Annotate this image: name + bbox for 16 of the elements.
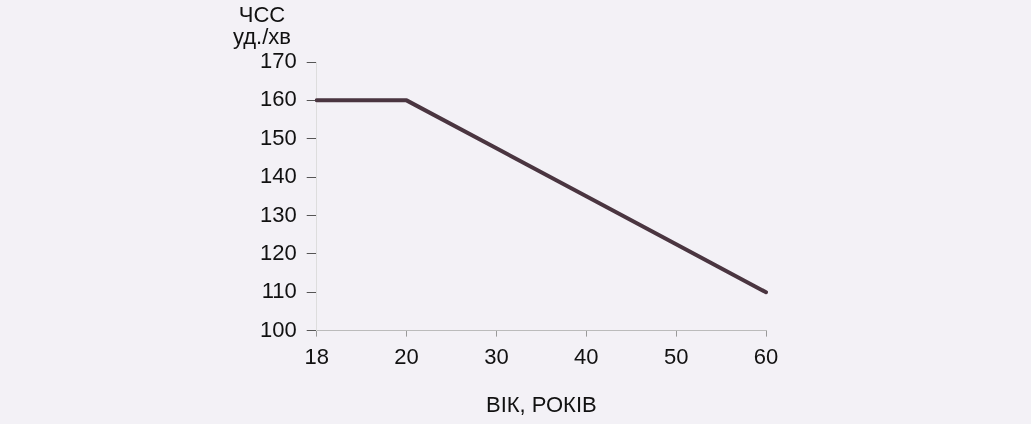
y-tick-label: 160 — [259, 86, 297, 112]
y-tick-label: 130 — [259, 201, 297, 227]
x-tick-label: 30 — [484, 343, 509, 369]
y-tick-label: 100 — [259, 316, 297, 342]
y-tick-label: 120 — [259, 239, 297, 265]
y-tick-label: 170 — [259, 48, 297, 74]
x-tick-label: 20 — [394, 343, 419, 369]
y-tick-label: 110 — [261, 278, 297, 304]
y-axis-title: ЧСС уд./хв — [232, 2, 292, 49]
x-tick-label: 18 — [304, 343, 329, 369]
x-tick-label: 50 — [663, 343, 689, 369]
x-tick-label: 60 — [753, 343, 779, 369]
y-tick-label: 140 — [259, 163, 297, 189]
y-tick-label: 150 — [259, 124, 297, 150]
x-axis-title: ВІК, РОКІВ — [485, 392, 597, 417]
x-tick-label: 40 — [574, 343, 599, 369]
